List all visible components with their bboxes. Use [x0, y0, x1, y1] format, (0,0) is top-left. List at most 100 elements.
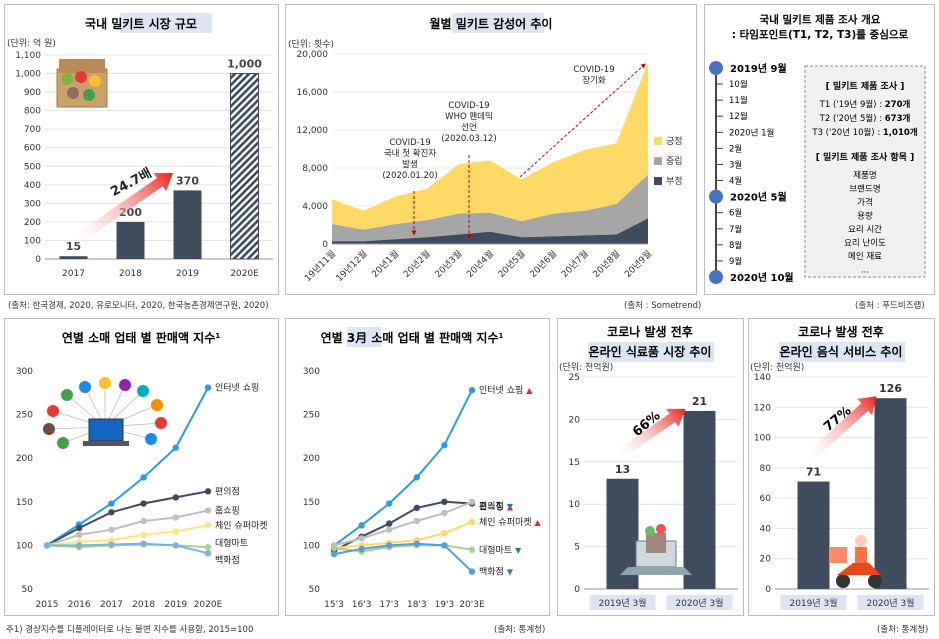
- timeline-label: 3월: [729, 159, 742, 170]
- timeline-label: 2020년 1월: [729, 127, 774, 138]
- point-체인 슈퍼마켓: [172, 528, 179, 535]
- title-part: 월별: [430, 16, 456, 31]
- y-tick-label: 25: [569, 373, 580, 383]
- x-tick-label: 2020E: [230, 269, 259, 279]
- chart-title: 연별 3月 소매 업태 별 판매액 지수1: [321, 330, 504, 345]
- survey-subtitle: : 타임포인트(T1, T2, T3)를 중심으로: [732, 28, 909, 41]
- point-백화점: [172, 542, 179, 549]
- series-label-인터넷 쇼핑: 인터넷 쇼핑 ▲: [479, 385, 533, 396]
- survey-item: 메인 재료: [848, 251, 882, 262]
- x-tick-label: 20년5월: [495, 248, 527, 280]
- line-체인 슈퍼마켓: [46, 524, 209, 547]
- x-tick-label: 2019: [176, 269, 199, 279]
- y-tick-label: 20,000: [297, 50, 329, 60]
- title-footnote-mark: 1: [215, 332, 220, 340]
- x-tick-label: 19년11월: [302, 248, 338, 284]
- point-홈쇼핑: [413, 504, 420, 512]
- t-row-value: 673개: [885, 113, 911, 124]
- y-tick-label: 150: [16, 498, 33, 508]
- veg: [67, 87, 79, 99]
- delivery-scooter-image: [829, 535, 882, 588]
- title-part: 시장 규모: [144, 17, 197, 31]
- chart-subtitle: 온라인 음식 서비스 추이: [780, 344, 903, 359]
- bar-2019년 3월: [797, 481, 830, 589]
- series-name: 홈쇼핑: [215, 505, 240, 517]
- title-part: 소매 업태 별 판매액 지수: [367, 330, 498, 345]
- march-chart: 연별 3月 소매 업태 별 판매액 지수15010015020025030015…: [303, 327, 542, 610]
- x-tick-label: 20년3월: [432, 248, 464, 280]
- series-label-홈쇼핑: 홈쇼핑: [215, 505, 240, 517]
- vegetable: [645, 526, 655, 536]
- timeline-label: 10월: [729, 79, 748, 90]
- legend-swatch-부정: [654, 177, 662, 185]
- point-체인 슈퍼마켓: [140, 531, 147, 539]
- x-tick-label: 17'3: [379, 600, 399, 610]
- series-label-홈쇼핑: 홈쇼핑 ▲: [479, 501, 514, 513]
- title-highlight: 밀키트: [111, 16, 144, 31]
- annotation-line: WHO 팬데믹: [445, 111, 493, 122]
- bar-value-label: 71: [806, 465, 821, 478]
- y-tick-label: 50: [22, 585, 34, 595]
- panel-sentiment: 월별 밀키트 감성어 추이 (단위: 횟수) 0 4,000 8,000 12,000 16…: [285, 4, 697, 295]
- y-tick-label: 200: [303, 454, 320, 464]
- veg: [89, 75, 101, 87]
- veg: [75, 71, 87, 83]
- t-row-value: 1,010개: [883, 127, 918, 138]
- growth-arrow: [72, 173, 173, 246]
- x-tick-label: 20년6월: [527, 248, 559, 280]
- y-tick-label: 200: [24, 218, 41, 228]
- x-tick-label: 2019: [164, 600, 187, 610]
- x-tick-label: 20년9월: [622, 248, 654, 280]
- sentiment-chart: 월별 밀키트 감성어 추이 (단위: 횟수) 0 4,000 8,000 12,000 16…: [288, 13, 683, 284]
- x-tick-label: 2017: [100, 600, 123, 610]
- point-홈쇼핑: [172, 514, 179, 521]
- x-tick-label: 2018: [132, 600, 155, 610]
- series-label-체인 슈퍼마켓: 체인 슈퍼마켓 ▲: [479, 517, 542, 528]
- title-highlight-box: [452, 13, 544, 33]
- point-백화점: [386, 542, 393, 549]
- title-highlight-box: [120, 13, 212, 33]
- point-홈쇼핑: [441, 498, 448, 505]
- bar-value-label: 13: [615, 463, 630, 476]
- y-tick-label: 16,000: [297, 88, 329, 98]
- y-tick-label: 4,000: [302, 202, 328, 212]
- point-편의점: [441, 509, 448, 517]
- veg: [83, 89, 95, 101]
- survey-item: 브랜드명: [849, 184, 880, 195]
- line-인터넷 쇼핑: [46, 387, 209, 547]
- point-인터넷 쇼핑: [172, 444, 179, 451]
- series-name: 대형마트: [479, 545, 512, 556]
- series-name: 인터넷 쇼핑: [215, 383, 259, 394]
- series-name: 대형마트: [215, 538, 248, 549]
- series-label-대형마트: 대형마트 ▼: [479, 545, 522, 556]
- legend-label-중립: 중립: [666, 156, 683, 167]
- point-편의점: [468, 498, 476, 505]
- growth-arrow: [806, 396, 877, 462]
- timeline-label: 2020년 10월: [730, 271, 794, 284]
- x-tick-label: 20년2월: [401, 248, 433, 280]
- y-tick-label: 12,000: [297, 126, 329, 136]
- point-홈쇼핑: [76, 531, 83, 539]
- point-백화점: [140, 540, 147, 547]
- trend-icon: ▼: [507, 502, 514, 511]
- series-name: 체인 슈퍼마켓: [479, 517, 532, 528]
- point-백화점: [108, 541, 115, 548]
- bar-2019: [173, 190, 202, 259]
- legend-swatch-중립: [654, 157, 662, 165]
- chart-title: 연별 소매 업태 별 판매액 지수1: [62, 330, 220, 345]
- point-편의점: [172, 494, 179, 501]
- series-name: 백화점: [215, 554, 240, 566]
- y-tick-label: 600: [24, 144, 41, 154]
- annotation-arrow: [519, 63, 646, 178]
- network-node: [155, 417, 167, 429]
- x-tick-label: 19년12월: [333, 248, 369, 284]
- timeline-label: 8월: [729, 240, 742, 251]
- network-node: [47, 405, 59, 417]
- y-tick-label: 400: [24, 181, 41, 191]
- y-tick-label: 200: [16, 454, 33, 464]
- line-백화점: [47, 542, 209, 555]
- bar-2018: [116, 221, 145, 259]
- y-tick-label: 20: [569, 415, 581, 425]
